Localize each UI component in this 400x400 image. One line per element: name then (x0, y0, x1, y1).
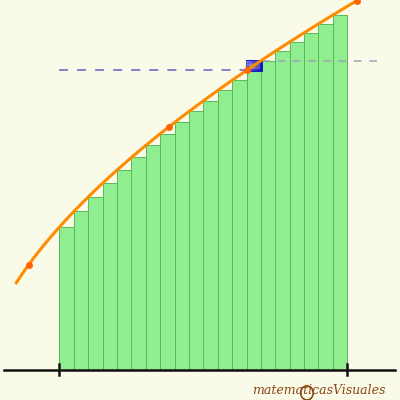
Bar (304, 33, 318, 370)
Bar (232, 80, 246, 370)
Bar (261, 61, 275, 370)
Bar (333, 15, 347, 370)
Bar (160, 134, 174, 370)
Bar (203, 101, 218, 370)
Bar (290, 42, 304, 370)
Bar (132, 158, 146, 370)
Bar (189, 112, 203, 370)
Text: matematicasVisuales: matematicasVisuales (252, 384, 386, 397)
Bar (103, 183, 117, 370)
Bar (146, 145, 160, 370)
Bar (246, 61, 261, 70)
Bar (88, 197, 103, 370)
Bar (60, 227, 74, 370)
Bar (246, 70, 261, 370)
Bar (117, 170, 132, 370)
Bar (218, 90, 232, 370)
Bar (74, 212, 88, 370)
Bar (275, 51, 290, 370)
Bar (318, 24, 333, 370)
Bar (174, 122, 189, 370)
